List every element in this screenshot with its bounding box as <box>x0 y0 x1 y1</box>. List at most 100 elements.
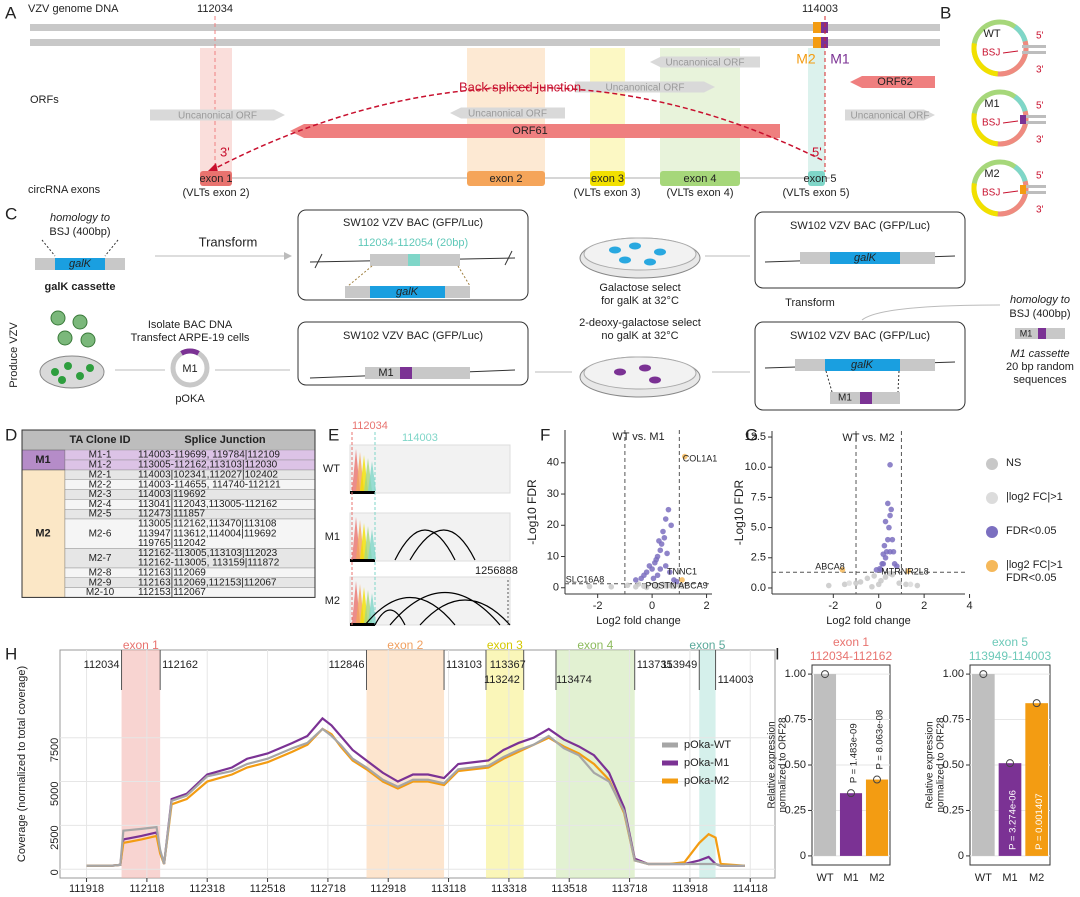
point <box>879 561 885 567</box>
track-label: M2 <box>325 595 340 607</box>
table-cell: M2-7 <box>89 553 112 564</box>
point <box>679 577 685 583</box>
chart-title: exon 1 <box>833 635 869 649</box>
circle-label: M2 <box>984 168 999 180</box>
bac-label: SW102 VZV BAC (GFP/Luc) <box>343 330 483 342</box>
arrowhead <box>284 252 292 260</box>
dash <box>347 265 373 287</box>
y-axis-label: Relative expression <box>925 721 936 808</box>
petri-dish <box>583 356 697 390</box>
circle-label: WT <box>983 28 1000 40</box>
point <box>679 583 685 589</box>
circ-segment <box>997 40 1029 77</box>
y-axis-label: -Log10 FDR <box>732 479 746 545</box>
panel-letter: B <box>940 3 951 22</box>
y-tick-label: 0.25 <box>943 804 964 816</box>
infected-cell <box>86 364 94 372</box>
bac-label: SW102 VZV BAC (GFP/Luc) <box>790 330 930 342</box>
point <box>889 536 896 543</box>
table-cell: 114003-114655, 114740-112121 <box>138 479 281 490</box>
legend-swatch <box>986 458 998 470</box>
step-label: Transfect ARPE-19 cells <box>131 332 250 344</box>
bac-box <box>754 211 966 289</box>
chart-title: WT vs. M2 <box>842 432 894 444</box>
orf-arrow <box>650 56 760 68</box>
junction-label: Back-spliced junction <box>459 79 581 94</box>
table-group-label: M1 <box>35 454 50 466</box>
position-label: 114003 <box>402 432 438 444</box>
y-tick-label: 1.00 <box>943 668 964 680</box>
table-group-cell <box>21 469 66 598</box>
point <box>608 584 615 590</box>
orf-label: Uncanonical ORF <box>468 109 547 120</box>
junction-arcs <box>394 529 476 561</box>
position-label: 112162 <box>162 659 198 671</box>
point <box>914 582 921 589</box>
point <box>624 582 631 589</box>
y-tick-label: 0 <box>49 869 61 875</box>
select-label: no galK at 32°C <box>601 330 678 342</box>
coverage-line <box>86 727 745 867</box>
point <box>657 566 664 572</box>
point <box>650 575 657 582</box>
point <box>857 579 864 585</box>
legend-label: FDR<0.05 <box>1006 525 1057 537</box>
y-tick-label: 0.75 <box>943 713 964 725</box>
circ-segment <box>971 43 999 77</box>
table-cell: 112473|111857 <box>138 509 206 520</box>
bsj-strand <box>1022 45 1046 48</box>
x-tick-label: 112518 <box>250 883 286 895</box>
bar <box>972 674 995 856</box>
dash <box>897 370 900 393</box>
select-label: Galactose select <box>599 282 680 294</box>
end-label: 3' <box>1036 65 1044 76</box>
m1-label: M1 <box>830 51 850 67</box>
m1-site <box>860 392 872 404</box>
table-cell: 113947|113612,114004|119692 <box>138 528 277 539</box>
exon-region <box>366 650 445 878</box>
x-tick-label: 0 <box>649 600 655 612</box>
table-cell: M1-1 <box>89 450 112 461</box>
infected-cell <box>51 368 59 376</box>
y-tick-label: 0 <box>958 850 964 862</box>
bac-segment <box>365 367 470 379</box>
virion <box>72 314 88 330</box>
position-label: 114003 <box>718 674 754 686</box>
m1-site <box>400 367 412 379</box>
point <box>654 572 661 579</box>
panel-letter: G <box>745 425 758 444</box>
position-label: 114003 <box>802 3 838 15</box>
x-tick-label: 112918 <box>370 883 406 895</box>
x-tick-label: 114118 <box>733 883 768 895</box>
homology-label: BSJ (400bp) <box>49 226 110 238</box>
replicate-point <box>1032 699 1041 708</box>
junction-arcs <box>364 592 511 626</box>
gene-label: ABCA9 <box>678 580 708 590</box>
point <box>875 581 882 588</box>
point <box>885 536 891 543</box>
chart-subtitle: 112034-112162 <box>810 649 893 663</box>
gene-label: ABCA8 <box>815 561 845 571</box>
point <box>643 584 650 591</box>
point <box>882 518 889 525</box>
exon-label: exon 2 <box>489 173 522 185</box>
flow-arrow <box>861 304 1001 321</box>
point <box>853 580 859 586</box>
y-tick-label: 0.50 <box>785 759 806 771</box>
point <box>885 500 891 507</box>
vlts-label: (VLTs exon 5) <box>782 187 849 199</box>
coverage-spike <box>368 529 376 559</box>
p-value-label: P = 8.063e-08 <box>875 710 886 770</box>
point <box>888 506 895 513</box>
p-value-label: P = 1.483e-09 <box>849 723 860 783</box>
x-tick-label: 113118 <box>431 883 466 895</box>
region-label: exon 1 <box>123 638 159 652</box>
table-header-label: Splice Junction <box>184 434 266 446</box>
vlts-label: (VLTs exon 3) <box>573 187 640 199</box>
table-cell: 112153|112067 <box>138 587 206 598</box>
table-cell: 112163|112069 <box>138 568 206 579</box>
point <box>846 580 852 586</box>
x-tick-label: 4 <box>966 600 972 612</box>
point <box>660 581 666 588</box>
